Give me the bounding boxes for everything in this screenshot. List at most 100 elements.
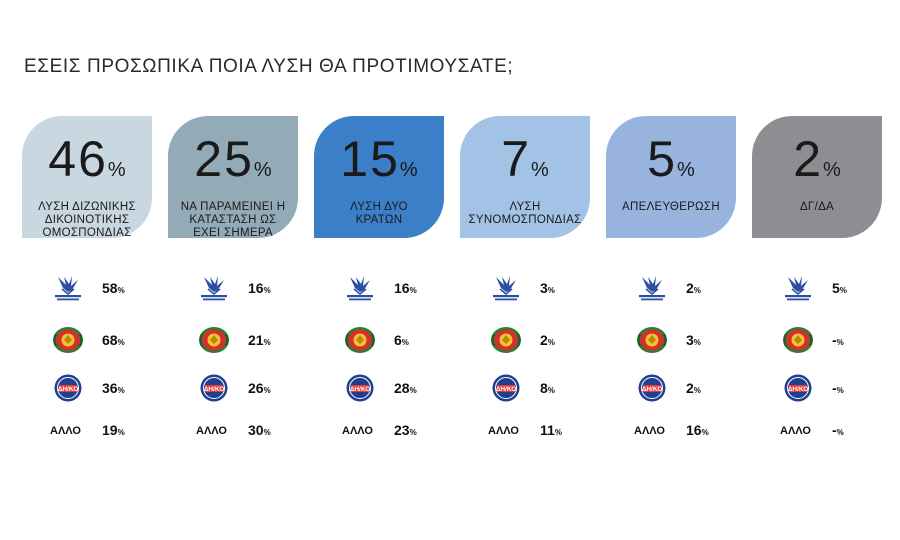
- party-row: ΔΗ/ΚΟ 26%: [196, 373, 296, 403]
- svg-text:ΔΗ/ΚΟ: ΔΗ/ΚΟ: [642, 386, 663, 393]
- option-value: 15: [340, 131, 400, 187]
- percent-symbol: %: [823, 159, 841, 181]
- party-value: 3%: [686, 332, 701, 348]
- other-label: ΑΛΛΟ: [634, 425, 665, 437]
- diko-logo-icon: ΔΗ/ΚΟ: [488, 373, 524, 403]
- option-label: ΛΥΣΗ ΣΥΝΟΜΟΣΠΟΝΔΙΑΣ: [468, 201, 582, 226]
- other-value-number: -: [832, 422, 837, 438]
- party-row: 68%: [50, 325, 150, 355]
- party-value-number: 58: [102, 280, 118, 296]
- option-label: ΑΠΕΛΕΥΘΕΡΩΣΗ: [622, 201, 720, 213]
- option-label: ΛΥΣΗ ΔΥΟ ΚΡΑΤΩΝ: [350, 201, 408, 226]
- party-value: 2%: [686, 380, 701, 396]
- svg-text:ΔΗ/ΚΟ: ΔΗ/ΚΟ: [58, 386, 79, 393]
- percent-symbol: %: [693, 386, 701, 395]
- disy-logo-icon: [488, 273, 524, 303]
- akel-logo-icon: [342, 325, 378, 355]
- party-value-number: 8: [540, 380, 548, 396]
- percent-symbol: %: [401, 338, 409, 347]
- disy-logo-icon: [50, 273, 86, 303]
- party-value-number: 16: [248, 280, 264, 296]
- svg-text:ΔΗ/ΚΟ: ΔΗ/ΚΟ: [788, 386, 809, 393]
- option-percentage: 5%: [606, 134, 736, 195]
- percent-symbol: %: [117, 428, 125, 437]
- party-row: 3%: [634, 325, 734, 355]
- percent-symbol: %: [263, 338, 271, 347]
- option-percentage: 2%: [752, 134, 882, 195]
- akel-logo-icon: [50, 325, 86, 355]
- party-value: 28%: [394, 380, 417, 396]
- party-value-number: 5: [832, 280, 840, 296]
- diko-logo-icon: ΔΗ/ΚΟ: [342, 373, 378, 403]
- other-value: 19%: [102, 422, 125, 438]
- party-value: 3%: [540, 280, 555, 296]
- option-value: 25: [194, 131, 254, 187]
- percent-symbol: %: [263, 428, 271, 437]
- party-row: ΔΗ/ΚΟ 2%: [634, 373, 734, 403]
- other-label: ΑΛΛΟ: [196, 425, 227, 437]
- disy-logo-icon: [196, 273, 232, 303]
- other-value-number: 23: [394, 422, 410, 438]
- option-value: 46: [48, 131, 108, 187]
- other-row: ΑΛΛΟ -%: [780, 415, 880, 445]
- akel-logo-icon: [196, 325, 232, 355]
- other-value-number: 16: [686, 422, 702, 438]
- other-row: ΑΛΛΟ 11%: [488, 415, 588, 445]
- percent-symbol: %: [547, 386, 555, 395]
- percent-symbol: %: [839, 286, 847, 295]
- percent-symbol: %: [693, 286, 701, 295]
- option-value: 5: [647, 131, 677, 187]
- diko-logo-icon: ΔΗ/ΚΟ: [634, 373, 670, 403]
- party-value: 5%: [832, 280, 847, 296]
- party-value-number: 68: [102, 332, 118, 348]
- party-row: 16%: [196, 273, 296, 303]
- percent-symbol: %: [117, 338, 125, 347]
- party-row: ΔΗ/ΚΟ 28%: [342, 373, 442, 403]
- party-row: 2%: [634, 273, 734, 303]
- party-value-number: 28: [394, 380, 410, 396]
- other-value: 11%: [540, 422, 562, 438]
- party-value-number: 3: [540, 280, 548, 296]
- other-label: ΑΛΛΟ: [342, 425, 373, 437]
- option-percentage: 25%: [168, 134, 298, 195]
- option-card: 7% ΛΥΣΗ ΣΥΝΟΜΟΣΠΟΝΔΙΑΣ: [460, 116, 590, 238]
- percent-symbol: %: [253, 159, 272, 181]
- percent-symbol: %: [693, 338, 701, 347]
- party-value: 21%: [248, 332, 271, 348]
- other-value-number: 19: [102, 422, 118, 438]
- percent-symbol: %: [836, 386, 844, 395]
- diko-logo-icon: ΔΗ/ΚΟ: [196, 373, 232, 403]
- party-value-number: 2: [686, 280, 694, 296]
- party-value-number: -: [832, 332, 837, 348]
- akel-logo-icon: [780, 325, 816, 355]
- party-value: -%: [832, 332, 844, 348]
- party-value: -%: [832, 380, 844, 396]
- percent-symbol: %: [836, 428, 844, 437]
- party-row: ΔΗ/ΚΟ -%: [780, 373, 880, 403]
- option-label: ΔΓ/ΔΑ: [799, 201, 835, 213]
- percent-symbol: %: [677, 159, 695, 181]
- other-label: ΑΛΛΟ: [488, 425, 519, 437]
- party-value: 6%: [394, 332, 409, 348]
- other-row: ΑΛΛΟ 19%: [50, 415, 150, 445]
- svg-text:ΔΗ/ΚΟ: ΔΗ/ΚΟ: [204, 386, 225, 393]
- akel-logo-icon: [634, 325, 670, 355]
- party-row: 21%: [196, 325, 296, 355]
- party-value-number: 2: [540, 332, 548, 348]
- option-card: 46% ΛΥΣΗ ΔΙΖΩΝΙΚΗΣ ΔΙΚΟΙΝΟΤΙΚΗΣ ΟΜΟΣΠΟΝΔΙ…: [22, 116, 152, 239]
- party-value: 68%: [102, 332, 125, 348]
- option-value: 2: [793, 131, 823, 187]
- party-value: 26%: [248, 380, 271, 396]
- party-value: 58%: [102, 280, 125, 296]
- percent-symbol: %: [836, 338, 844, 347]
- party-row: -%: [780, 325, 880, 355]
- option-card: 5% ΑΠΕΛΕΥΘΕΡΩΣΗ: [606, 116, 736, 238]
- svg-text:ΔΗ/ΚΟ: ΔΗ/ΚΟ: [350, 386, 371, 393]
- party-row: 58%: [50, 273, 150, 303]
- party-row: 6%: [342, 325, 442, 355]
- option-percentage: 46%: [22, 134, 152, 195]
- disy-logo-icon: [342, 273, 378, 303]
- percent-symbol: %: [531, 159, 549, 181]
- svg-text:ΔΗ/ΚΟ: ΔΗ/ΚΟ: [496, 386, 517, 393]
- percent-symbol: %: [547, 286, 555, 295]
